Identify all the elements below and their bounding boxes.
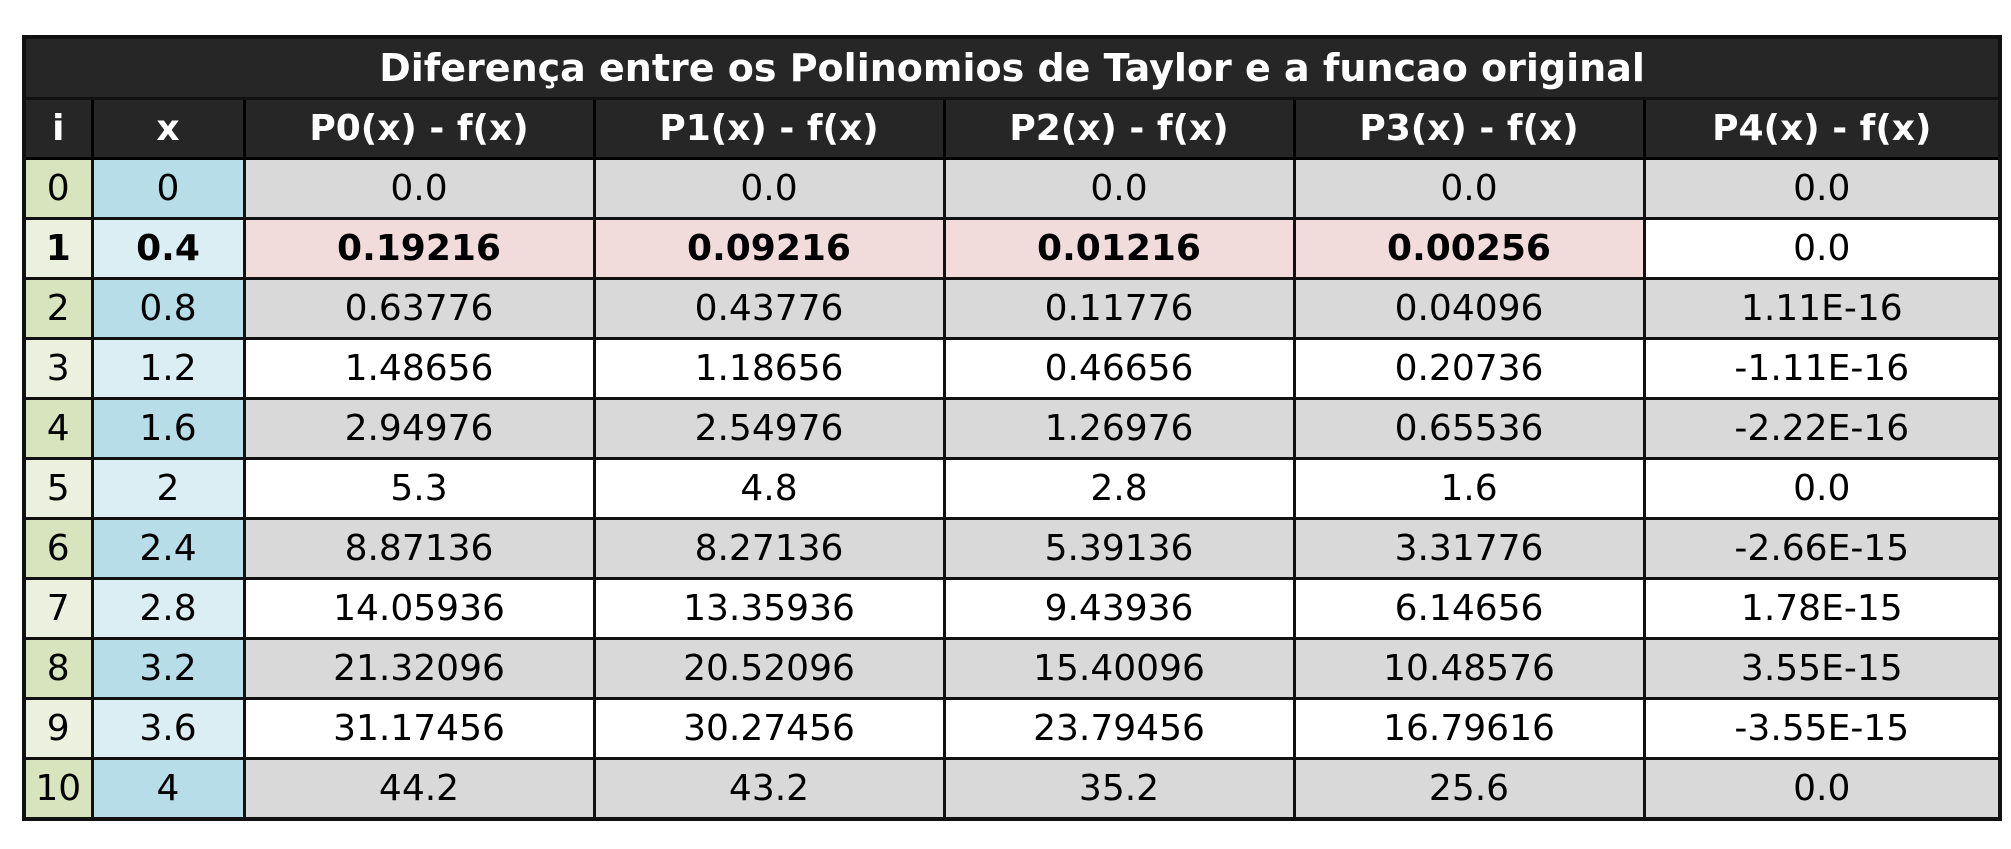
cell-p1[interactable]: 8.27136	[592, 517, 946, 580]
cell-p1[interactable]: 0.43776	[592, 277, 946, 340]
cell-x[interactable]: 0	[90, 157, 246, 220]
header-row: i x P0(x) - f(x) P1(x) - f(x) P2(x) - f(…	[22, 97, 2002, 160]
cell-x[interactable]: 0.8	[90, 277, 246, 340]
taylor-difference-table: Diferença entre os Polinomios de Taylor …	[22, 35, 2003, 821]
column-header-i: i	[22, 97, 94, 160]
cell-p4[interactable]: 1.78E-15	[1642, 577, 2002, 640]
column-header-p0: P0(x) - f(x)	[242, 97, 596, 160]
cell-i[interactable]: 3	[22, 337, 94, 400]
cell-p1[interactable]: 13.35936	[592, 577, 946, 640]
cell-p2[interactable]: 5.39136	[942, 517, 1296, 580]
cell-p2[interactable]: 9.43936	[942, 577, 1296, 640]
cell-p0[interactable]: 1.48656	[242, 337, 596, 400]
cell-i[interactable]: 2	[22, 277, 94, 340]
cell-i[interactable]: 7	[22, 577, 94, 640]
column-header-p2: P2(x) - f(x)	[942, 97, 1296, 160]
cell-x[interactable]: 2.8	[90, 577, 246, 640]
cell-i[interactable]: 5	[22, 457, 94, 520]
cell-i[interactable]: 6	[22, 517, 94, 580]
cell-p0[interactable]: 14.05936	[242, 577, 596, 640]
cell-i[interactable]: 4	[22, 397, 94, 460]
cell-p3[interactable]: 16.79616	[1292, 697, 1646, 760]
cell-p2[interactable]: 0.0	[942, 157, 1296, 220]
cell-x[interactable]: 1.6	[90, 397, 246, 460]
table-row: 8 3.2 21.32096 20.52096 15.40096 10.4857…	[22, 637, 2002, 700]
cell-p3[interactable]: 10.48576	[1292, 637, 1646, 700]
table-row: 6 2.4 8.87136 8.27136 5.39136 3.31776 -2…	[22, 517, 2002, 580]
table-row: 4 1.6 2.94976 2.54976 1.26976 0.65536 -2…	[22, 397, 2002, 460]
cell-p2[interactable]: 0.11776	[942, 277, 1296, 340]
cell-p3[interactable]: 0.04096	[1292, 277, 1646, 340]
table-row: 9 3.6 31.17456 30.27456 23.79456 16.7961…	[22, 697, 2002, 760]
table-row: 5 2 5.3 4.8 2.8 1.6 0.0	[22, 457, 2002, 520]
cell-p0[interactable]: 0.19216	[242, 217, 596, 280]
cell-p3[interactable]: 0.20736	[1292, 337, 1646, 400]
cell-p4[interactable]: -2.66E-15	[1642, 517, 2002, 580]
cell-p0[interactable]: 0.63776	[242, 277, 596, 340]
cell-x[interactable]: 2.4	[90, 517, 246, 580]
cell-p1[interactable]: 43.2	[592, 757, 946, 821]
cell-p2[interactable]: 0.01216	[942, 217, 1296, 280]
column-header-p4: P4(x) - f(x)	[1642, 97, 2002, 160]
cell-p3[interactable]: 0.00256	[1292, 217, 1646, 280]
cell-p1[interactable]: 2.54976	[592, 397, 946, 460]
cell-x[interactable]: 3.6	[90, 697, 246, 760]
cell-p2[interactable]: 23.79456	[942, 697, 1296, 760]
cell-p4[interactable]: 0.0	[1642, 457, 2002, 520]
cell-p4[interactable]: 0.0	[1642, 757, 2002, 821]
cell-i[interactable]: 10	[22, 757, 94, 821]
cell-p0[interactable]: 5.3	[242, 457, 596, 520]
cell-p1[interactable]: 30.27456	[592, 697, 946, 760]
table-row: 3 1.2 1.48656 1.18656 0.46656 0.20736 -1…	[22, 337, 2002, 400]
cell-p3[interactable]: 25.6	[1292, 757, 1646, 821]
cell-p1[interactable]: 4.8	[592, 457, 946, 520]
cell-x[interactable]: 0.4	[90, 217, 246, 280]
table-row-highlighted: 1 0.4 0.19216 0.09216 0.01216 0.00256 0.…	[22, 217, 2002, 280]
cell-p4[interactable]: -3.55E-15	[1642, 697, 2002, 760]
cell-p3[interactable]: 1.6	[1292, 457, 1646, 520]
cell-p0[interactable]: 0.0	[242, 157, 596, 220]
cell-i[interactable]: 0	[22, 157, 94, 220]
table-title: Diferença entre os Polinomios de Taylor …	[22, 35, 2002, 100]
title-row: Diferença entre os Polinomios de Taylor …	[22, 35, 2002, 100]
cell-x[interactable]: 4	[90, 757, 246, 821]
cell-i[interactable]: 8	[22, 637, 94, 700]
column-header-p3: P3(x) - f(x)	[1292, 97, 1646, 160]
cell-p2[interactable]: 2.8	[942, 457, 1296, 520]
table-row: 7 2.8 14.05936 13.35936 9.43936 6.14656 …	[22, 577, 2002, 640]
cell-i[interactable]: 1	[22, 217, 94, 280]
cell-p1[interactable]: 0.0	[592, 157, 946, 220]
cell-p2[interactable]: 15.40096	[942, 637, 1296, 700]
cell-p0[interactable]: 2.94976	[242, 397, 596, 460]
cell-p4[interactable]: -1.11E-16	[1642, 337, 2002, 400]
cell-p2[interactable]: 1.26976	[942, 397, 1296, 460]
column-header-x: x	[90, 97, 246, 160]
table-row: 10 4 44.2 43.2 35.2 25.6 0.0	[22, 757, 2002, 821]
table-row: 0 0 0.0 0.0 0.0 0.0 0.0	[22, 157, 2002, 220]
cell-p3[interactable]: 0.65536	[1292, 397, 1646, 460]
cell-p0[interactable]: 44.2	[242, 757, 596, 821]
cell-p4[interactable]: -2.22E-16	[1642, 397, 2002, 460]
cell-p0[interactable]: 21.32096	[242, 637, 596, 700]
cell-x[interactable]: 3.2	[90, 637, 246, 700]
cell-p3[interactable]: 6.14656	[1292, 577, 1646, 640]
column-header-p1: P1(x) - f(x)	[592, 97, 946, 160]
cell-p1[interactable]: 20.52096	[592, 637, 946, 700]
cell-i[interactable]: 9	[22, 697, 94, 760]
cell-p2[interactable]: 0.46656	[942, 337, 1296, 400]
cell-p4[interactable]: 0.0	[1642, 217, 2002, 280]
cell-p0[interactable]: 31.17456	[242, 697, 596, 760]
cell-p0[interactable]: 8.87136	[242, 517, 596, 580]
cell-p2[interactable]: 35.2	[942, 757, 1296, 821]
cell-p4[interactable]: 1.11E-16	[1642, 277, 2002, 340]
cell-p3[interactable]: 3.31776	[1292, 517, 1646, 580]
cell-p4[interactable]: 3.55E-15	[1642, 637, 2002, 700]
cell-p3[interactable]: 0.0	[1292, 157, 1646, 220]
cell-x[interactable]: 1.2	[90, 337, 246, 400]
cell-p1[interactable]: 1.18656	[592, 337, 946, 400]
cell-p4[interactable]: 0.0	[1642, 157, 2002, 220]
table-row: 2 0.8 0.63776 0.43776 0.11776 0.04096 1.…	[22, 277, 2002, 340]
cell-x[interactable]: 2	[90, 457, 246, 520]
cell-p1[interactable]: 0.09216	[592, 217, 946, 280]
